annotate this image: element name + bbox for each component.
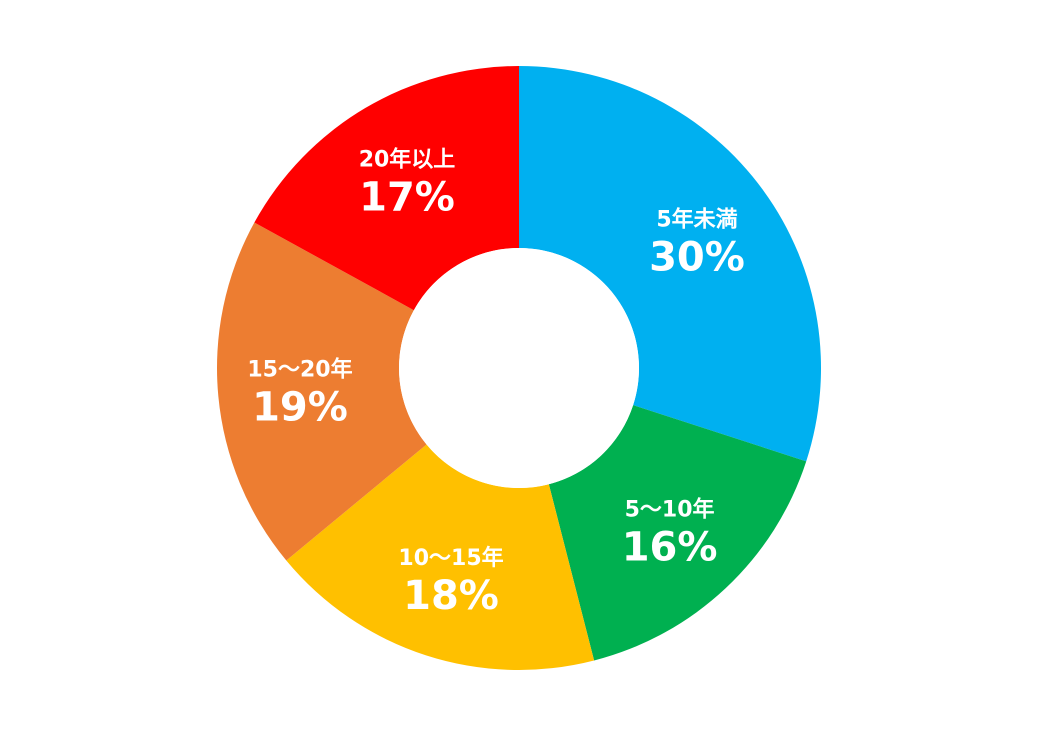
slice-2-value-label: 16% [622,524,718,570]
slices-layer [217,66,821,670]
slice-4-wedge [217,222,427,561]
slice-2-category-label: 5〜10年 [625,496,715,522]
slice-5-category-label: 20年以上 [359,147,456,173]
slice-1-category-label: 5年未満 [656,207,737,233]
slice-4-value-label: 19% [252,385,348,431]
donut-hole [399,248,639,488]
slice-4-category-label: 15〜20年 [247,357,352,383]
slice-3-category-label: 10〜15年 [398,545,503,571]
slice-5-wedge [254,66,519,311]
slice-3-wedge [286,444,595,670]
slice-1-value-label: 30% [649,235,745,281]
slice-5-value-label: 17% [359,175,455,221]
slice-3-value-label: 18% [403,573,499,619]
slice-1-wedge [519,66,821,462]
slice-2-wedge [548,405,807,661]
